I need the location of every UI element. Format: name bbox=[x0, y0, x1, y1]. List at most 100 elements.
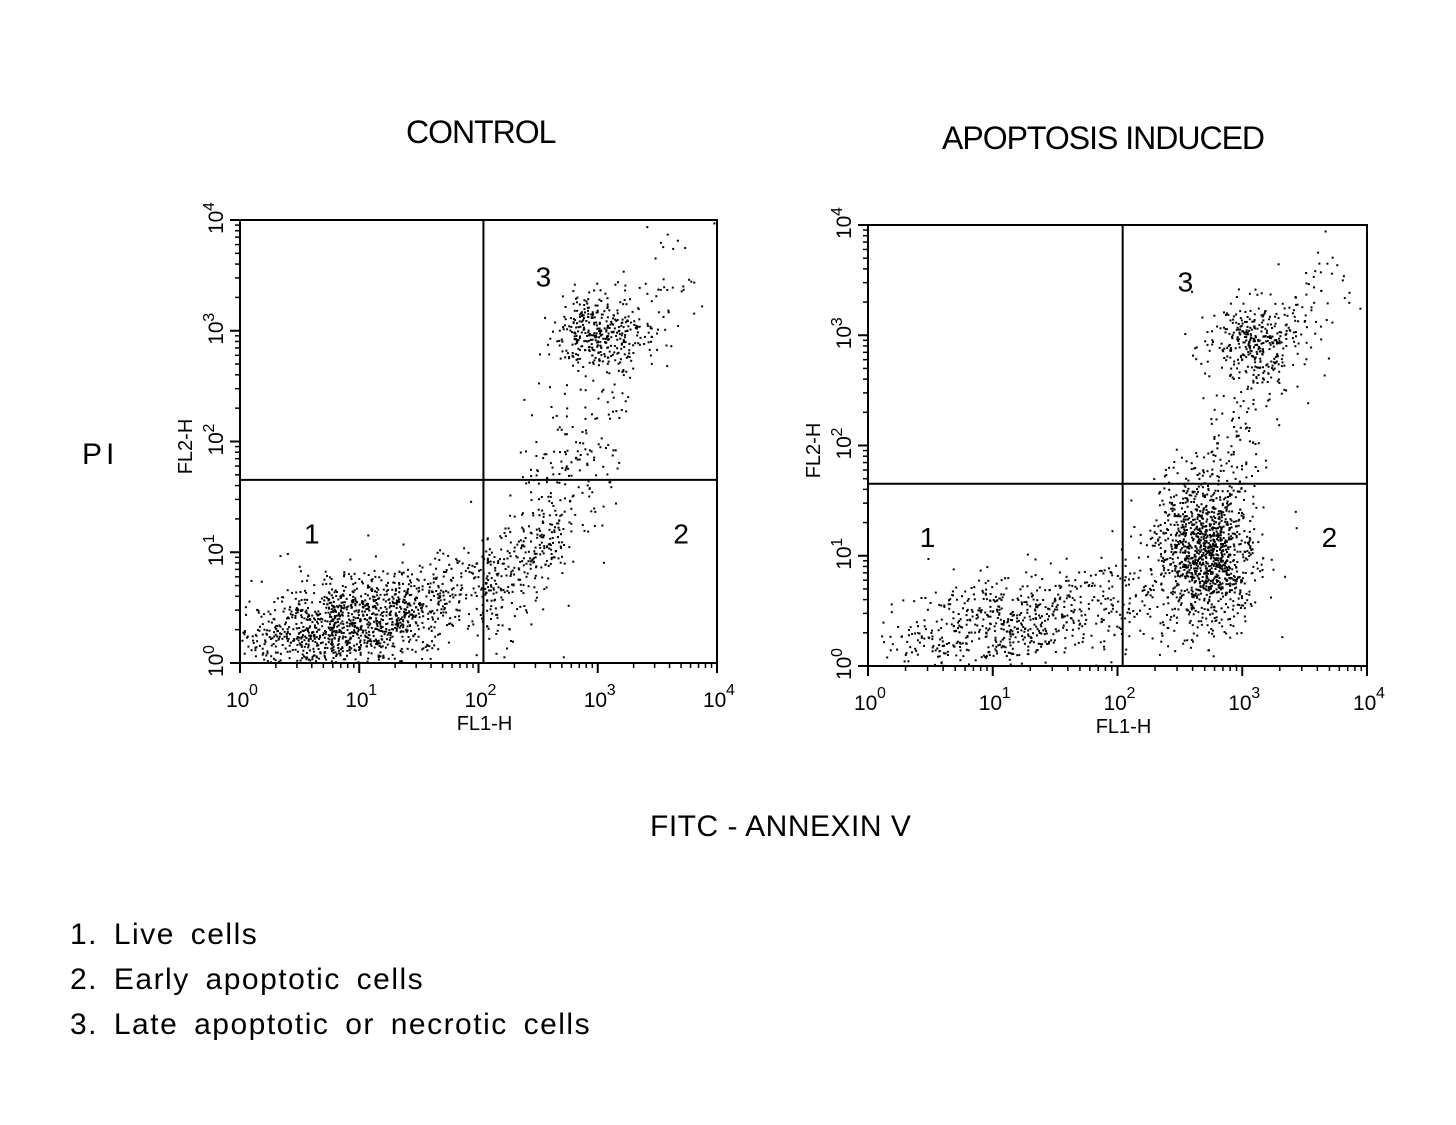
panel-1-data-point bbox=[311, 614, 314, 617]
panel-2-data-point bbox=[1195, 547, 1198, 550]
panel-1-data-point bbox=[460, 572, 463, 575]
panel-2-data-point bbox=[1234, 347, 1237, 350]
panel-1-data-point bbox=[458, 601, 460, 604]
panel-2-data-point bbox=[1267, 365, 1270, 368]
panel-1-data-point bbox=[366, 619, 369, 622]
panel-1-data-point bbox=[489, 589, 492, 592]
panel-1-data-point bbox=[557, 557, 560, 560]
panel-2-data-point bbox=[1210, 585, 1212, 588]
panel-2-data-point bbox=[1265, 466, 1268, 469]
panel-1-data-point bbox=[561, 350, 564, 353]
panel-2-data-point bbox=[1281, 354, 1284, 357]
panel-1-data-point bbox=[399, 649, 402, 652]
panel-1-data-point bbox=[433, 612, 436, 615]
panel-1-data-point bbox=[320, 620, 323, 623]
panel-2-data-point bbox=[1032, 617, 1035, 620]
panel-1-data-point bbox=[538, 543, 541, 546]
panel-2-data-point bbox=[1190, 589, 1193, 592]
panel-2-data-point bbox=[1218, 534, 1220, 537]
panel-2-data-point bbox=[1255, 377, 1258, 380]
panel-2-data-point bbox=[1004, 646, 1007, 649]
panel-1-data-point bbox=[403, 608, 406, 611]
panel-2-data-point bbox=[1119, 613, 1122, 616]
panel-2-data-point bbox=[1118, 626, 1121, 629]
panel-2-data-point bbox=[1254, 357, 1256, 360]
panel-1-data-point bbox=[292, 639, 295, 642]
panel-1-plot-frame bbox=[239, 219, 718, 664]
panel-2-data-point bbox=[1218, 521, 1221, 524]
panel-2-data-point bbox=[1184, 535, 1187, 538]
panel-1-data-point bbox=[481, 555, 484, 558]
panel-1-data-point bbox=[602, 561, 605, 564]
panel-1-data-point bbox=[377, 588, 380, 591]
panel-1-data-point bbox=[393, 657, 396, 660]
panel-2-data-point bbox=[973, 598, 976, 601]
panel-1-data-point bbox=[379, 655, 382, 658]
panel-1-data-point bbox=[486, 562, 489, 564]
panel-1-data-point bbox=[286, 553, 289, 555]
panel-1-data-point bbox=[569, 329, 572, 332]
panel-2-data-point bbox=[1205, 525, 1208, 528]
panel-2-data-point bbox=[1246, 325, 1249, 328]
panel-1-data-point bbox=[241, 639, 244, 642]
panel-2-data-point bbox=[1209, 533, 1211, 536]
panel-2-data-point bbox=[988, 627, 991, 630]
panel-2-data-point bbox=[916, 653, 919, 656]
panel-2-data-point bbox=[1207, 484, 1209, 487]
panel-2-data-point bbox=[1248, 329, 1251, 332]
panel-1-data-point bbox=[308, 658, 310, 661]
panel-1-data-point bbox=[609, 344, 612, 347]
panel-2-data-point bbox=[965, 636, 968, 639]
panel-1-data-point bbox=[330, 577, 333, 580]
panel-1-data-point bbox=[552, 504, 555, 507]
panel-2-data-point bbox=[1009, 652, 1012, 655]
panel-2-data-point bbox=[1016, 627, 1018, 630]
panel-1-data-point bbox=[520, 590, 523, 592]
panel-2-data-point bbox=[1187, 518, 1189, 521]
panel-1-data-point bbox=[587, 309, 589, 312]
panel-2-data-point bbox=[1220, 530, 1223, 533]
panel-2-data-point bbox=[976, 624, 979, 627]
panel-2-data-point bbox=[1034, 558, 1037, 561]
panel-1-data-point bbox=[586, 306, 589, 309]
panel-1-data-point bbox=[345, 597, 348, 600]
panel-2-data-point bbox=[1227, 451, 1230, 454]
panel-2-data-point bbox=[1151, 536, 1154, 539]
panel-2-data-point bbox=[1014, 636, 1017, 639]
panel-1-data-point bbox=[671, 286, 674, 289]
panel-2-data-point bbox=[1233, 545, 1236, 548]
panel-1-data-point bbox=[568, 546, 571, 549]
panel-1-data-point bbox=[248, 600, 251, 603]
panel-2-data-point bbox=[945, 643, 948, 645]
panel-1-data-point bbox=[362, 603, 365, 606]
panel-1-data-point bbox=[370, 578, 373, 581]
panel-1-data-point bbox=[380, 627, 383, 630]
panel-2-data-point bbox=[1313, 286, 1315, 289]
panel-2-data-point bbox=[1227, 555, 1230, 558]
panel-1-data-point bbox=[367, 534, 370, 537]
panel-1-data-point bbox=[647, 341, 650, 344]
panel-1-data-point bbox=[573, 338, 576, 341]
panel-2-data-point bbox=[1239, 589, 1242, 592]
panel-2-data-point bbox=[1268, 392, 1271, 395]
panel-2-data-point bbox=[1080, 614, 1083, 617]
panel-2-data-point bbox=[1253, 313, 1256, 316]
panel-1-data-point bbox=[479, 568, 482, 571]
panel-1-data-point bbox=[561, 572, 564, 575]
panel-2-data-point bbox=[1153, 531, 1156, 534]
panel-2-data-point bbox=[1235, 321, 1238, 324]
panel-1-data-point bbox=[463, 547, 466, 550]
panel-1-data-point bbox=[421, 604, 424, 607]
panel-2-data-point bbox=[1249, 309, 1252, 312]
panel-2-data-point bbox=[1280, 331, 1283, 334]
panel-1-data-point bbox=[348, 622, 351, 625]
panel-1-data-point bbox=[319, 636, 321, 639]
panel-1-data-point bbox=[513, 573, 516, 576]
panel-2-data-point bbox=[979, 611, 982, 614]
panel-2-data-point bbox=[1228, 332, 1231, 335]
panel-1-data-point bbox=[428, 610, 431, 613]
panel-2-data-point bbox=[1184, 557, 1187, 560]
panel-2-data-point bbox=[1206, 493, 1209, 496]
panel-1-data-point bbox=[432, 618, 434, 621]
panel-2-data-point bbox=[1111, 574, 1114, 577]
